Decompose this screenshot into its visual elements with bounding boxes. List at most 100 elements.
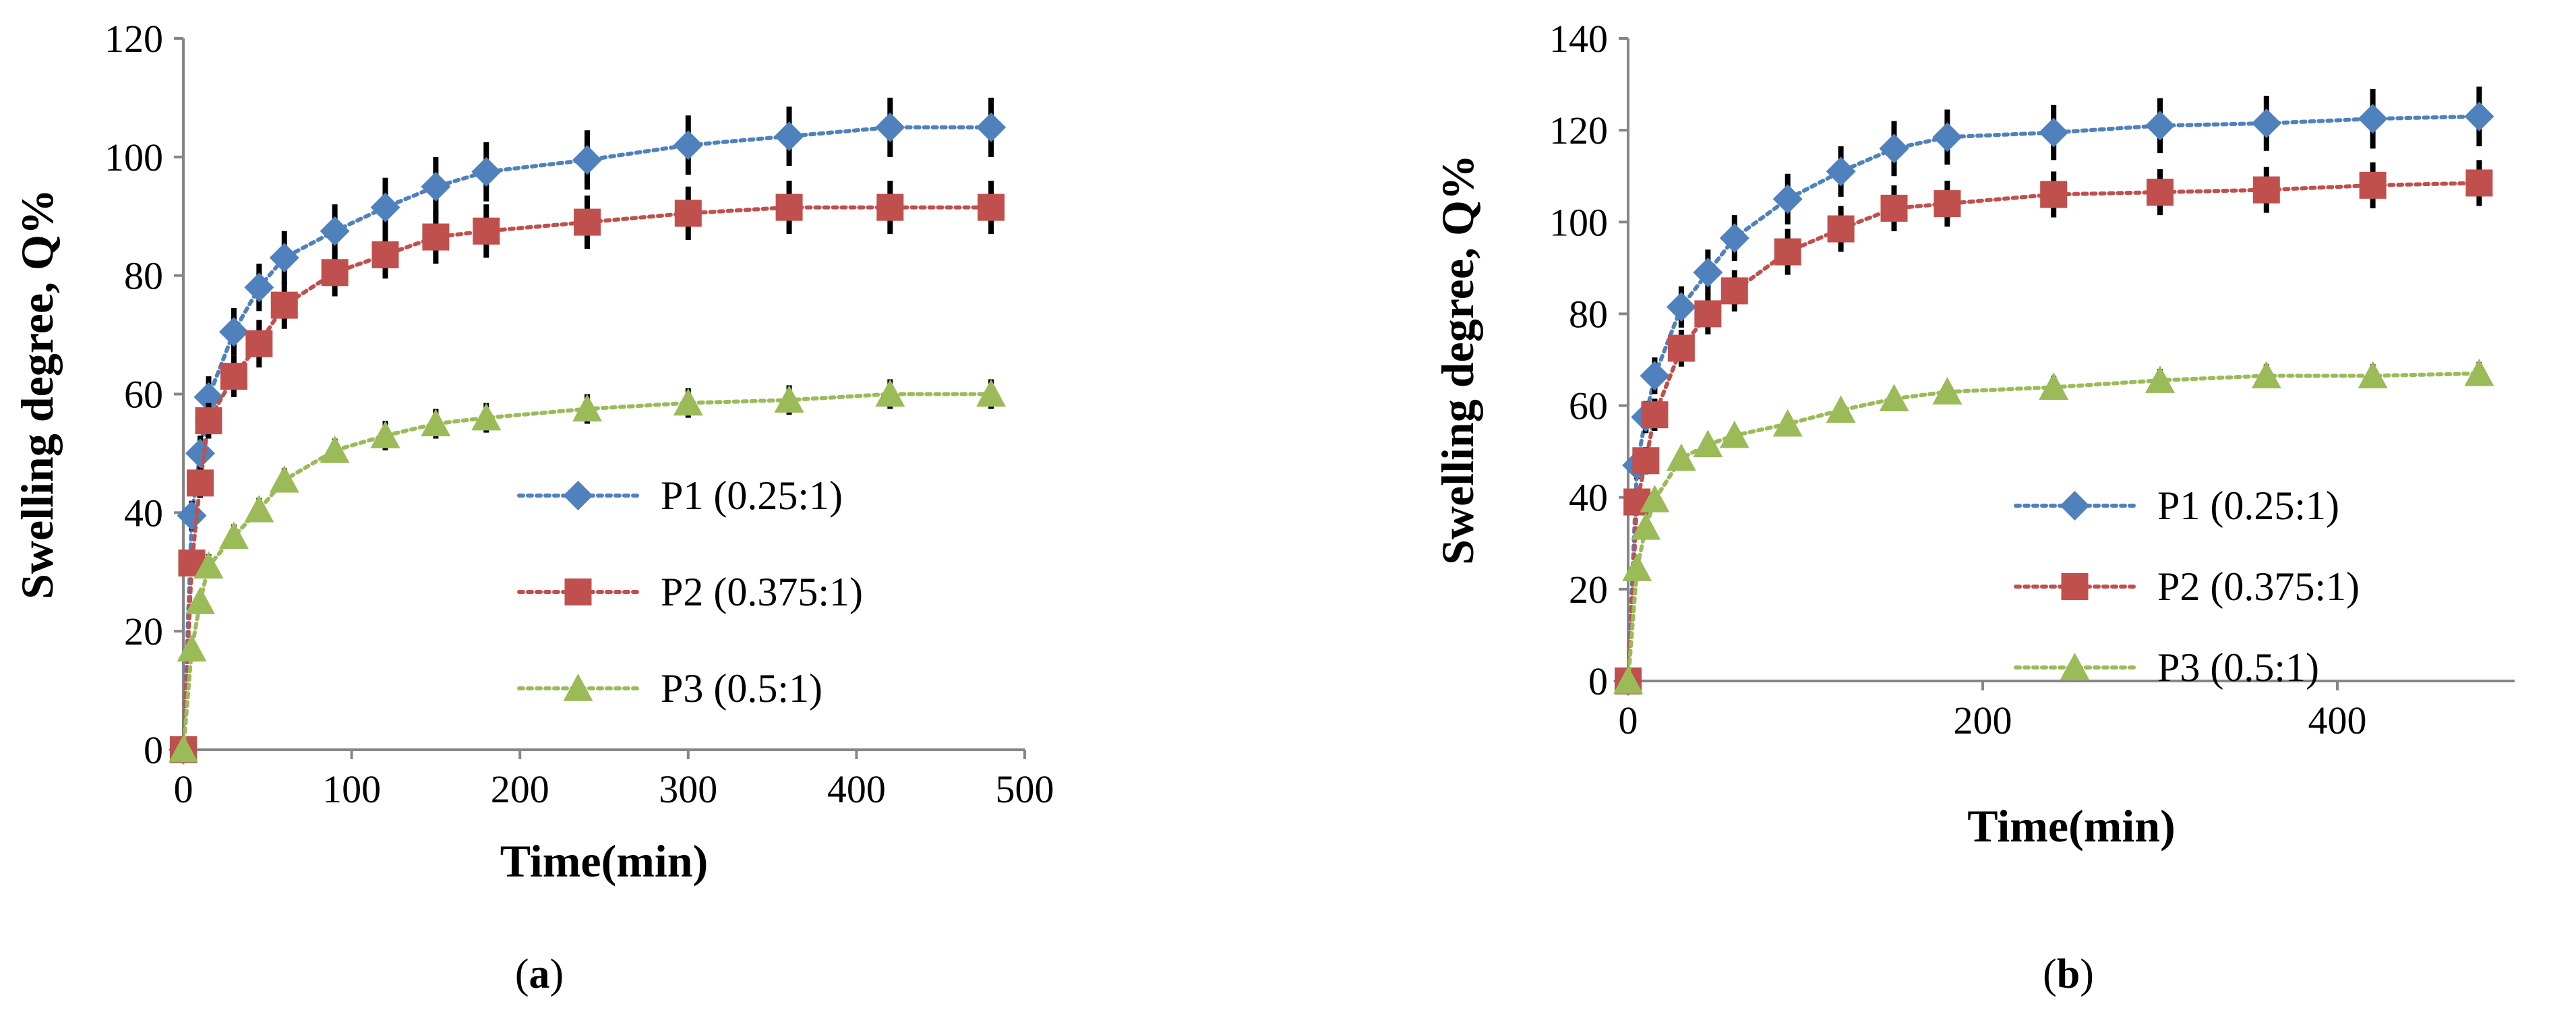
legend-swatch-marker bbox=[2060, 491, 2090, 521]
data-point bbox=[269, 243, 299, 273]
data-point bbox=[1879, 133, 1909, 164]
x-tick-label: 100 bbox=[322, 767, 381, 811]
y-tick-label: 60 bbox=[124, 373, 163, 417]
data-point bbox=[875, 379, 905, 407]
data-point bbox=[1720, 277, 1748, 305]
legend-label: P2 (0.375:1) bbox=[661, 570, 863, 614]
series-line bbox=[1626, 371, 2482, 683]
legend-swatch-marker bbox=[2060, 653, 2090, 680]
legend-label: P2 (0.375:1) bbox=[2157, 564, 2360, 609]
data-point bbox=[471, 403, 502, 431]
data-point bbox=[2358, 104, 2388, 134]
data-point bbox=[370, 192, 400, 222]
data-point bbox=[2040, 181, 2068, 208]
x-axis-title: Time(min) bbox=[1967, 800, 2176, 852]
caption-open-paren: ( bbox=[515, 951, 529, 997]
data-point bbox=[1622, 554, 1652, 581]
data-point bbox=[185, 438, 215, 469]
data-point bbox=[245, 330, 273, 357]
series-3 bbox=[169, 379, 1007, 763]
x-tick-label: 0 bbox=[1619, 699, 1638, 742]
data-point bbox=[421, 409, 451, 437]
series-3 bbox=[1613, 358, 2494, 694]
data-point bbox=[218, 317, 249, 347]
data-point bbox=[875, 112, 905, 142]
data-point bbox=[876, 194, 904, 221]
x-tick-label: 400 bbox=[827, 767, 886, 811]
data-point bbox=[371, 241, 399, 268]
data-point bbox=[2251, 361, 2281, 389]
data-point bbox=[1879, 384, 1909, 412]
data-point bbox=[244, 494, 274, 523]
legend-swatch-marker bbox=[2061, 573, 2089, 600]
y-tick-label: 20 bbox=[1569, 568, 1608, 612]
data-point bbox=[1693, 429, 1723, 458]
data-point bbox=[1666, 292, 1696, 322]
data-point bbox=[1631, 512, 1661, 540]
data-point bbox=[1613, 666, 1643, 694]
data-point bbox=[1826, 156, 1856, 187]
y-tick-label: 140 bbox=[1549, 17, 1608, 61]
data-point bbox=[2039, 372, 2069, 400]
y-axis-title: Swelling degree, Q% bbox=[1432, 154, 1483, 565]
data-point bbox=[218, 521, 249, 549]
data-point bbox=[1934, 190, 1961, 218]
data-point bbox=[673, 388, 703, 416]
data-point bbox=[195, 407, 222, 435]
data-point bbox=[422, 223, 450, 251]
x-tick-label: 300 bbox=[659, 767, 717, 811]
legend-swatch-marker bbox=[563, 481, 593, 510]
y-tick-label: 0 bbox=[144, 728, 163, 772]
y-tick-label: 40 bbox=[124, 491, 163, 535]
legend-label: P3 (0.5:1) bbox=[661, 666, 822, 711]
series-2 bbox=[170, 181, 1005, 763]
data-point bbox=[220, 363, 247, 390]
data-point bbox=[976, 112, 1007, 142]
legend: P1 (0.25:1) P2 (0.375:1) P3 (0.5:1) bbox=[517, 473, 863, 711]
data-point bbox=[2465, 169, 2493, 197]
data-point bbox=[185, 587, 215, 614]
data-point bbox=[269, 465, 299, 493]
y-tick-label: 120 bbox=[1549, 109, 1608, 152]
data-point bbox=[2358, 361, 2388, 389]
x-tick-label: 400 bbox=[2308, 699, 2367, 742]
data-point bbox=[1666, 443, 1696, 471]
data-point bbox=[2145, 365, 2175, 393]
data-point bbox=[270, 291, 298, 319]
series-2 bbox=[1615, 160, 2493, 694]
data-point bbox=[1932, 377, 1963, 405]
data-point bbox=[320, 436, 350, 463]
data-point bbox=[1932, 122, 1963, 152]
data-point bbox=[774, 385, 804, 413]
data-point bbox=[2039, 117, 2069, 148]
data-point bbox=[169, 735, 198, 763]
data-point bbox=[2145, 111, 2175, 141]
x-tick-label: 200 bbox=[491, 767, 549, 811]
data-point bbox=[1719, 223, 1749, 254]
data-point bbox=[978, 194, 1005, 221]
data-point bbox=[1880, 194, 1908, 222]
data-point bbox=[976, 379, 1007, 407]
data-point bbox=[2251, 108, 2281, 138]
legend-label: P3 (0.5:1) bbox=[2157, 645, 2319, 690]
legend: P1 (0.25:1) P2 (0.375:1) P3 (0.5:1) bbox=[2014, 483, 2360, 690]
y-tick-label: 80 bbox=[124, 254, 163, 298]
x-tick-label: 0 bbox=[174, 767, 193, 811]
data-point bbox=[1827, 215, 1855, 243]
data-point bbox=[572, 394, 603, 422]
caption-close-paren: ) bbox=[550, 951, 564, 997]
data-point bbox=[1719, 420, 1749, 448]
data-point bbox=[1640, 361, 1670, 391]
data-point bbox=[775, 194, 803, 221]
figure-caption: (b) bbox=[2043, 951, 2094, 997]
data-point bbox=[1772, 409, 1803, 437]
data-point bbox=[370, 421, 400, 448]
y-tick-label: 100 bbox=[104, 136, 163, 179]
data-point bbox=[193, 551, 224, 579]
y-tick-label: 80 bbox=[1569, 292, 1608, 336]
legend-swatch-marker bbox=[564, 578, 592, 605]
data-point bbox=[177, 634, 207, 662]
data-point bbox=[2464, 358, 2494, 386]
data-point bbox=[473, 217, 500, 245]
series-line bbox=[1626, 181, 2482, 683]
